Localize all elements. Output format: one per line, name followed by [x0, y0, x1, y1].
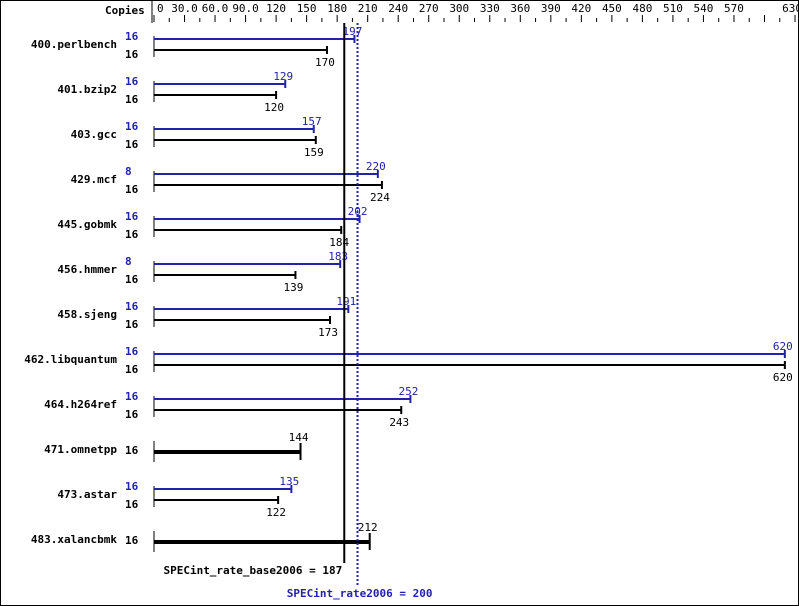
tick-label: 510: [663, 2, 683, 15]
peak-copies: 16: [125, 75, 139, 88]
tick-label: 90.0: [232, 2, 259, 15]
peak-value: 191: [336, 295, 356, 308]
tick-label: 450: [602, 2, 622, 15]
base-copies: 16: [125, 183, 139, 196]
base-value: 243: [389, 416, 409, 429]
tick-label: 390: [541, 2, 561, 15]
benchmark-label: 456.hmmer: [57, 263, 117, 276]
benchmark-label: 473.astar: [57, 488, 117, 501]
peak-copies: 16: [125, 120, 139, 133]
peak-copies: 16: [125, 210, 139, 223]
base-copies: 16: [125, 138, 139, 151]
base-copies: 16: [125, 534, 139, 547]
peak-mean-label: SPECint_rate2006 = 200: [287, 587, 433, 600]
tick-label: 570: [724, 2, 744, 15]
base-value: 139: [283, 281, 303, 294]
benchmark-label: 403.gcc: [71, 128, 117, 141]
benchmark-label: 483.xalancbmk: [31, 533, 117, 546]
base-value: 620: [773, 371, 793, 384]
base-copies: 16: [125, 93, 139, 106]
benchmark-label: 400.perlbench: [31, 38, 117, 51]
tick-label: 180: [327, 2, 347, 15]
benchmark-label: 471.omnetpp: [44, 443, 117, 456]
tick-label: 330: [480, 2, 500, 15]
base-value: 173: [318, 326, 338, 339]
base-bar: [154, 540, 370, 544]
tick-label: 630: [782, 2, 798, 15]
base-mean-label: SPECint_rate_base2006 = 187: [163, 564, 342, 577]
tick-label: 60.0: [202, 2, 229, 15]
benchmark-label: 462.libquantum: [24, 353, 117, 366]
peak-value: 135: [279, 475, 299, 488]
tick-label: 150: [297, 2, 317, 15]
peak-copies: 8: [125, 255, 132, 268]
base-value: 212: [358, 521, 378, 534]
tick-label: 0: [157, 2, 164, 15]
base-value: 120: [264, 101, 284, 114]
tick-label: 240: [388, 2, 408, 15]
base-copies: 16: [125, 408, 139, 421]
peak-copies: 16: [125, 300, 139, 313]
base-copies: 16: [125, 273, 139, 286]
base-value: 159: [304, 146, 324, 159]
base-copies: 16: [125, 48, 139, 61]
peak-value: 129: [273, 70, 293, 83]
tick-label: 300: [449, 2, 469, 15]
peak-value: 620: [773, 340, 793, 353]
base-copies: 16: [125, 363, 139, 376]
tick-label: 540: [694, 2, 714, 15]
base-copies: 16: [125, 228, 139, 241]
peak-value: 220: [366, 160, 386, 173]
tick-label: 360: [510, 2, 530, 15]
tick-label: 120: [266, 2, 286, 15]
tick-label: 480: [632, 2, 652, 15]
base-value: 184: [329, 236, 349, 249]
peak-value: 157: [302, 115, 322, 128]
base-bar: [154, 450, 301, 454]
peak-value: 197: [343, 25, 363, 38]
base-value: 122: [266, 506, 286, 519]
tick-label: 210: [358, 2, 378, 15]
benchmark-label: 458.sjeng: [57, 308, 117, 321]
tick-label: 270: [419, 2, 439, 15]
benchmark-label: 445.gobmk: [57, 218, 117, 231]
base-value: 144: [289, 431, 309, 444]
base-copies: 16: [125, 498, 139, 511]
axis-label: Copies: [105, 4, 145, 17]
peak-copies: 8: [125, 165, 132, 178]
benchmark-label: 464.h264ref: [44, 398, 117, 411]
peak-copies: 16: [125, 30, 139, 43]
base-value: 224: [370, 191, 390, 204]
base-copies: 16: [125, 444, 139, 457]
peak-value: 183: [328, 250, 348, 263]
peak-copies: 16: [125, 345, 139, 358]
peak-copies: 16: [125, 480, 139, 493]
base-copies: 16: [125, 318, 139, 331]
tick-label: 420: [571, 2, 591, 15]
tick-label: 30.0: [171, 2, 198, 15]
benchmark-label: 429.mcf: [71, 173, 117, 186]
base-value: 170: [315, 56, 335, 69]
peak-copies: 16: [125, 390, 139, 403]
benchmark-label: 401.bzip2: [57, 83, 117, 96]
peak-value: 252: [398, 385, 418, 398]
